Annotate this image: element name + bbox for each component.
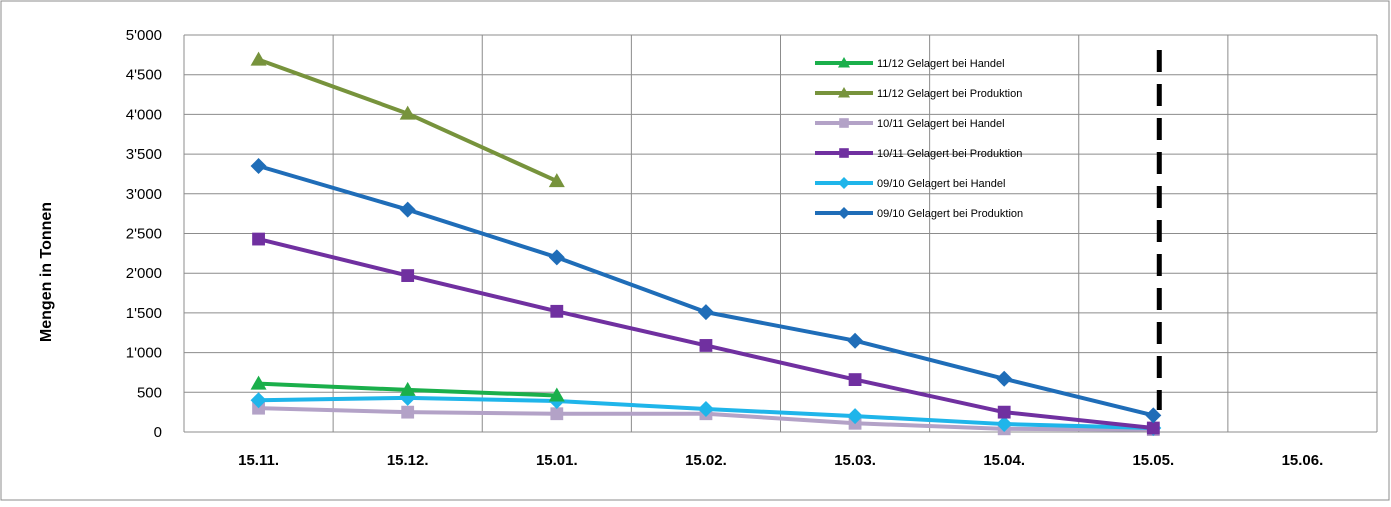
y-tick-label: 1'000 [126,345,162,362]
data-point [548,173,565,188]
x-tick-label: 15.05. [1132,452,1174,469]
data-point [839,118,849,128]
legend: 11/12 Gelagert bei Handel 11/12 Gelagert … [815,57,1023,220]
data-point [401,405,415,419]
legend-label: 11/12 Gelagert bei Handel [877,58,1005,70]
x-tick-label: 15.11. [238,452,279,469]
x-tick-label: 15.02. [685,452,727,469]
data-point [250,51,267,66]
y-tick-label: 2'000 [126,265,162,282]
data-point [697,304,714,321]
legend-item: 11/12 Gelagert bei Handel [815,57,1005,70]
y-tick-label: 1'500 [126,305,162,322]
data-point [550,304,564,318]
legend-item: 10/11 Gelagert bei Handel [815,118,1005,130]
y-tick-label: 2'500 [126,226,162,243]
legend-item: 10/11 Gelagert bei Produktion [815,148,1022,160]
data-point [548,387,565,402]
data-point [838,87,850,98]
legend-item: 09/10 Gelagert bei Produktion [815,207,1023,220]
data-point [848,373,862,386]
x-tick-label: 15.04. [983,452,1025,469]
data-point [250,158,267,175]
series-3 [252,232,1160,435]
x-tick-label: 15.06. [1282,452,1324,469]
data-point [399,105,416,120]
series-0 [250,375,565,402]
legend-label: 10/11 Gelagert bei Produktion [877,148,1022,160]
series-1 [250,51,565,188]
x-axis-ticks: 15.11. 15.12. 15.01. 15.02. 15.03. 15.04. 15.0… [238,452,1323,469]
data-point [838,207,850,219]
data-point [699,339,713,352]
data-point [1146,421,1160,435]
series-5 [250,158,1162,424]
data-point [399,381,416,396]
y-axis-ticks: 0 500 1'000 1'500 2'000 2'500 3'000 3'500 4'000 4… [126,27,162,441]
y-tick-label: 4'500 [126,67,162,84]
y-tick-label: 4'000 [126,106,162,123]
legend-label: 11/12 Gelagert bei Produktion [877,88,1022,100]
data-point [838,57,850,68]
data-point [847,332,864,349]
data-point [996,370,1013,387]
legend-label: 10/11 Gelagert bei Handel [877,118,1005,130]
data-point [548,249,565,266]
data-point [997,405,1011,419]
data-point [839,148,849,158]
series-lines [250,51,1162,437]
legend-label: 09/10 Gelagert bei Handel [877,178,1005,190]
data-point [838,177,850,189]
y-tick-label: 500 [137,384,162,401]
legend-item: 11/12 Gelagert bei Produktion [815,87,1022,100]
x-tick-label: 15.03. [834,452,876,469]
data-point [252,232,265,246]
y-tick-label: 3'500 [126,146,162,163]
data-point [550,407,564,421]
data-point [250,392,267,409]
legend-label: 09/10 Gelagert bei Produktion [877,208,1023,220]
data-point [399,201,416,218]
x-tick-label: 15.12. [387,452,429,469]
data-point [697,400,714,417]
data-point [1145,407,1162,424]
y-tick-label: 5'000 [126,27,162,44]
legend-item: 09/10 Gelagert bei Handel [815,177,1005,190]
data-point [401,269,415,282]
data-point [996,416,1013,433]
y-tick-label: 0 [154,424,162,441]
x-tick-label: 15.01. [536,452,578,469]
y-axis-label: Mengen in Tonnen [38,202,55,342]
data-point [250,375,267,390]
data-point [847,408,864,425]
y-tick-label: 3'000 [126,186,162,203]
